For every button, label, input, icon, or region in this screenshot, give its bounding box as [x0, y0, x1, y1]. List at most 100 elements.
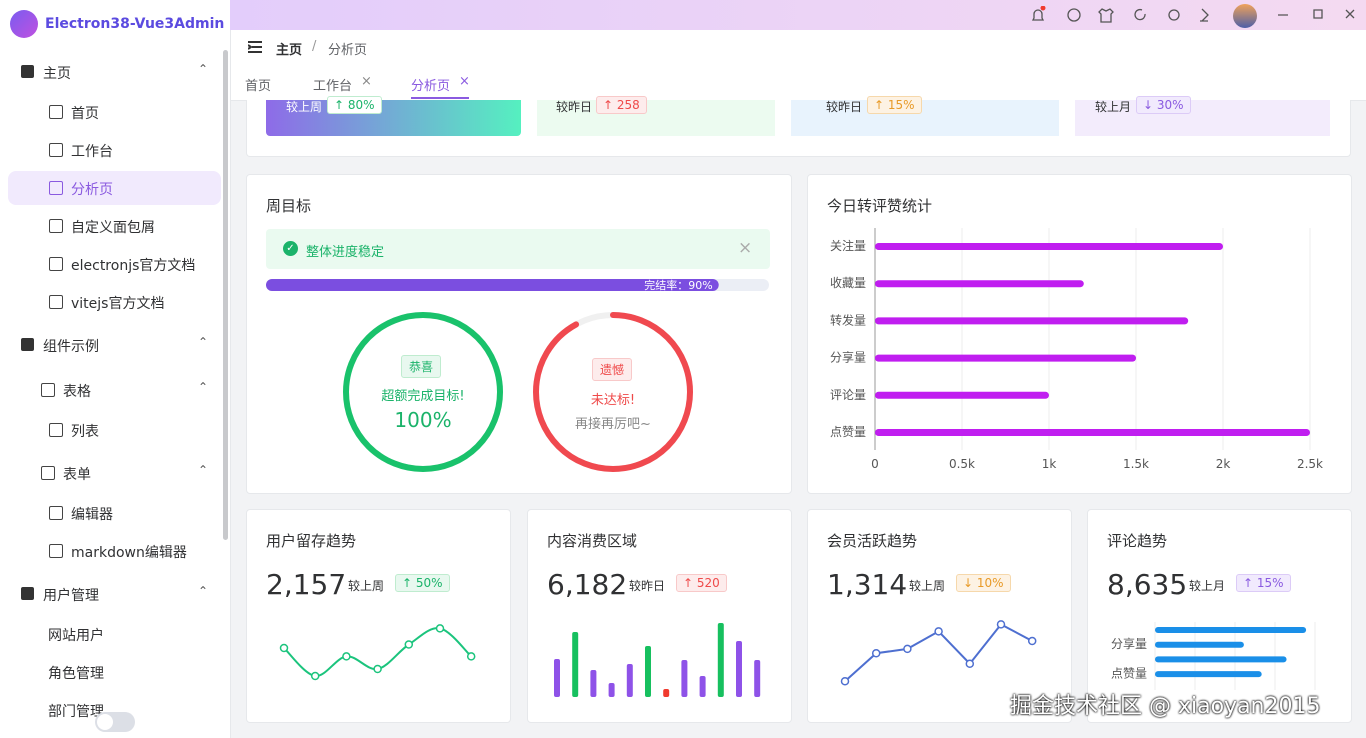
stat-value: 8,635	[1107, 568, 1188, 601]
stat-value: 2,157	[266, 568, 347, 601]
tab[interactable]: 首页	[245, 79, 272, 94]
stat-compare: 较上周	[909, 579, 946, 593]
breadcrumb-item: 分析页	[328, 43, 368, 58]
summary-change: 15%	[887, 98, 915, 112]
menu-item[interactable]: electronjs官方文档	[71, 258, 196, 274]
menu-icon	[49, 105, 63, 119]
menu-icon	[49, 544, 63, 558]
alert: ✓ 整体进度稳定 ×	[266, 229, 770, 269]
stat-change: 10%	[976, 576, 1004, 590]
stat-card: 会员活跃趋势 1,314 较上周 ↓ 10%	[807, 509, 1072, 723]
menu-item[interactable]: vitejs官方文档	[71, 296, 165, 312]
summary-item	[791, 100, 1059, 136]
watermark: 掘金技术社区 @ xiaoyan2015	[1010, 694, 1321, 719]
collapse-icon[interactable]	[248, 41, 262, 53]
summary-change: 30%	[1156, 98, 1184, 112]
stat-change: 15%	[1256, 576, 1284, 590]
menu-item[interactable]: 角色管理	[48, 666, 104, 682]
menu-icon	[21, 587, 34, 600]
ring-text: 未达标!	[590, 393, 636, 408]
menu-arrow: ⌃	[198, 380, 209, 394]
tab-close[interactable]: ×	[459, 74, 470, 89]
menu-item[interactable]: 分析页	[71, 182, 113, 198]
theme-toggle[interactable]	[95, 712, 135, 732]
summary-change: 80%	[347, 98, 375, 112]
menu-item[interactable]: 表单	[63, 467, 91, 483]
breadcrumb-sep: /	[312, 39, 317, 54]
menu-item[interactable]: 用户管理	[43, 588, 99, 604]
menu-icon	[49, 181, 63, 195]
title-bar	[230, 0, 1366, 30]
menu-icon	[49, 295, 63, 309]
ring-text: 超额完成目标!	[381, 389, 465, 404]
stat-card: 用户留存趋势 2,157 较上周 ↑ 50%	[246, 509, 511, 723]
menu-item[interactable]: 编辑器	[71, 507, 113, 523]
menu-item[interactable]: 表格	[63, 384, 91, 400]
menu-item[interactable]: 组件示例	[43, 339, 99, 355]
card-title: 会员活跃趋势	[827, 532, 918, 550]
menu-icon	[41, 466, 55, 480]
goal-card: 周目标 ✓ 整体进度稳定 × 恭喜 超额完成目标! 100% 遗憾 未达标! 再…	[246, 174, 792, 494]
avatar[interactable]	[1233, 4, 1257, 28]
ring-hint: 再接再厉吧~	[575, 417, 651, 432]
summary-label: 较昨日	[556, 100, 593, 114]
summary-item	[266, 100, 521, 136]
summary-label: 较上月	[1095, 100, 1132, 114]
menu-item[interactable]: 自定义面包屑	[71, 220, 155, 236]
toolbar-icons[interactable]	[1030, 6, 1360, 24]
menu-item[interactable]: 首页	[71, 106, 99, 122]
menu-arrow: ⌃	[198, 62, 209, 76]
stat-compare: 较昨日	[629, 579, 666, 593]
breadcrumb-item[interactable]: 主页	[276, 43, 303, 58]
bar-card: 今日转评赞统计	[807, 174, 1352, 494]
stat-card: 内容消费区域 6,182 较昨日 ↑ 520	[527, 509, 792, 723]
active-bg	[8, 171, 221, 205]
stat-change: 520	[696, 576, 720, 590]
summary-card: 较上周 ↑ 80% 较昨日 ↑ 258 较昨日 ↑ 15% 较上月 ↓ 30%	[246, 96, 1351, 157]
ring-value: 100%	[394, 408, 452, 432]
menu-icon	[49, 143, 63, 157]
card-title: 周目标	[266, 197, 312, 215]
menu-item[interactable]: 工作台	[71, 144, 113, 160]
stat-value: 6,182	[547, 568, 628, 601]
menu-item[interactable]: 网站用户	[48, 628, 104, 644]
menu-icon	[49, 257, 63, 271]
menu-item[interactable]: 部门管理	[48, 704, 104, 720]
card-title: 今日转评赞统计	[827, 197, 933, 215]
menu-item[interactable]: markdown编辑器	[71, 545, 187, 561]
tab-underline	[411, 97, 469, 99]
stat-compare: 较上月	[1189, 579, 1226, 593]
tag: 遗憾	[592, 358, 633, 381]
menu-arrow: ⌃	[198, 463, 209, 477]
stat-compare: 较上周	[348, 579, 385, 593]
menu-icon	[21, 65, 34, 78]
tab[interactable]: 工作台	[313, 79, 353, 94]
tag: 恭喜	[401, 355, 442, 378]
menu-icon	[49, 219, 63, 233]
stat-badge: ↑ 50%	[395, 574, 450, 592]
menu-arrow: ⌃	[198, 335, 209, 349]
summary-label: 较上周	[286, 100, 323, 114]
menu-item[interactable]: 主页	[43, 66, 71, 82]
summary-change: 258	[616, 98, 640, 112]
menu-icon	[49, 506, 63, 520]
summary-item	[537, 100, 775, 136]
stat-card: 评论趋势 8,635 较上月 ↑ 15%	[1087, 509, 1352, 723]
summary-item	[1075, 100, 1330, 136]
tab-active[interactable]: 分析页	[411, 79, 451, 94]
menu-icon	[41, 383, 55, 397]
menu-item[interactable]: 列表	[71, 424, 99, 440]
logo-icon	[10, 10, 38, 38]
tab-close[interactable]: ×	[361, 74, 372, 89]
menu-icon	[49, 423, 63, 437]
header: 主页 / 分析页 首页 工作台 × 分析页 ×	[231, 30, 1366, 101]
stat-value: 1,314	[827, 568, 908, 601]
alert-close[interactable]: ×	[738, 238, 753, 258]
menu-icon	[21, 338, 34, 351]
card-title: 内容消费区域	[547, 532, 638, 550]
stat-badge: ↓ 10%	[956, 574, 1011, 592]
stat-badge: ↑ 15%	[1236, 574, 1291, 592]
sidebar: Electron38-Vue3Admin 主页 ⌃ 首页 工作台 分析页 自定义面包屑 el…	[0, 0, 231, 738]
scrollbar	[223, 50, 228, 540]
